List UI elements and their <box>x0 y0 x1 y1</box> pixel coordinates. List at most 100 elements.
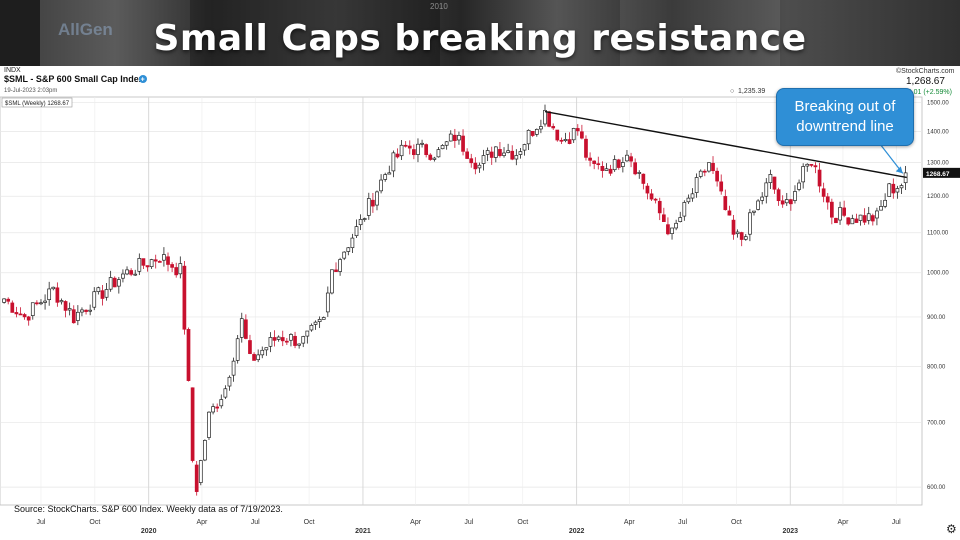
y-tick-label: 1300.00 <box>927 161 949 167</box>
candle-body <box>686 197 691 203</box>
candle-body <box>760 196 765 201</box>
candle-body <box>309 324 314 331</box>
banner-photo-strip <box>0 0 40 66</box>
candle-body <box>899 185 904 189</box>
candle-body <box>358 218 363 226</box>
gear-icon[interactable]: ⚙ <box>946 522 957 536</box>
candle-body <box>493 146 498 158</box>
plot-area <box>0 96 923 506</box>
x-tick-label: Jul <box>678 519 687 526</box>
x-tick-label: Oct <box>89 519 100 526</box>
candle-body <box>26 316 31 321</box>
candle-body <box>612 159 617 171</box>
candle-body <box>67 308 72 311</box>
candle-body <box>711 162 715 172</box>
candle-body <box>883 199 887 207</box>
candle-body <box>444 141 449 146</box>
candle-body <box>440 145 445 150</box>
candle-body <box>194 464 199 492</box>
axes: 600.00 700.00 800.00 900.00 1000.00 1100.00 12… <box>37 101 960 535</box>
callout-line-1: Breaking out of <box>794 98 896 115</box>
candle-body <box>825 196 830 203</box>
candle-body <box>39 302 43 305</box>
candle-body <box>420 142 424 145</box>
candle-body <box>870 215 875 222</box>
info-icon[interactable]: + <box>139 75 147 84</box>
candle-body <box>682 202 687 217</box>
stockchart: INDX $SML - S&P 600 Small Cap Index + 19… <box>0 67 960 535</box>
candle-body <box>530 131 535 136</box>
candle-body <box>846 217 851 225</box>
candle-body <box>555 129 560 141</box>
downtrend-line <box>544 110 907 179</box>
banner-year-text: 2010 <box>430 2 448 11</box>
candle-body <box>875 210 879 219</box>
candle-body <box>752 210 756 213</box>
candle-body <box>125 269 129 275</box>
candle-body <box>817 169 822 187</box>
candle-body <box>473 162 478 170</box>
candle-body <box>489 151 494 158</box>
candle-body <box>604 168 609 171</box>
candle-body <box>715 170 719 182</box>
x-tick-label: Oct <box>731 519 742 526</box>
candle-body <box>735 231 740 235</box>
candle-body <box>43 300 47 303</box>
candle-body <box>80 309 84 313</box>
candle-body <box>649 193 654 200</box>
candle-body <box>198 460 203 483</box>
candle-body <box>666 224 670 235</box>
candle-body <box>51 286 56 290</box>
prev-close-marker: ○ <box>730 88 734 95</box>
candle-body <box>334 269 338 272</box>
candle-body <box>174 267 179 276</box>
candle-body <box>772 176 777 190</box>
candle-body <box>248 340 252 354</box>
candle-body <box>895 188 900 193</box>
candle-body <box>338 259 342 272</box>
candle-body <box>584 138 588 158</box>
candle-body <box>858 214 863 221</box>
candle-body <box>457 135 461 141</box>
candle-body <box>260 349 265 356</box>
candle-body <box>887 183 892 197</box>
candle-body <box>674 222 678 229</box>
candle-body <box>522 144 527 151</box>
candle-body <box>235 338 240 361</box>
source-note: Source: StockCharts. S&P 600 Index. Week… <box>14 504 283 514</box>
candle-body <box>821 188 826 197</box>
x-tick-label: Jul <box>251 519 260 526</box>
candle-body <box>780 200 785 205</box>
candle-body <box>112 277 117 288</box>
candle-body <box>748 212 752 235</box>
candle-body <box>88 309 93 312</box>
candle-body <box>625 154 629 162</box>
candle-body <box>350 237 355 249</box>
candle-body <box>866 213 871 221</box>
candle-body <box>702 170 707 173</box>
candle-body <box>244 319 248 339</box>
candle-body <box>59 300 64 303</box>
candle-body <box>485 150 490 155</box>
candle-body <box>133 273 138 276</box>
candle-body <box>321 317 326 320</box>
legend-box <box>1 97 73 108</box>
candle-body <box>391 152 396 172</box>
candle-body <box>428 154 433 160</box>
candle-body <box>670 227 674 234</box>
candle-body <box>10 302 15 313</box>
candle-body <box>403 144 408 147</box>
candle-body <box>850 218 855 225</box>
candle-body <box>465 151 469 159</box>
y-tick-label: 1200.00 <box>927 194 949 200</box>
candle-body <box>764 182 769 197</box>
candle-body <box>661 214 666 222</box>
x-tick-label: Oct <box>517 519 528 526</box>
candle-body <box>170 264 174 268</box>
date-time: 19-Jul-2023 2:03pm <box>4 88 57 94</box>
candle-body <box>797 182 801 190</box>
candle-body <box>502 152 506 156</box>
candle-body <box>317 319 322 322</box>
candle-body <box>129 270 133 275</box>
candle-body <box>547 111 551 127</box>
